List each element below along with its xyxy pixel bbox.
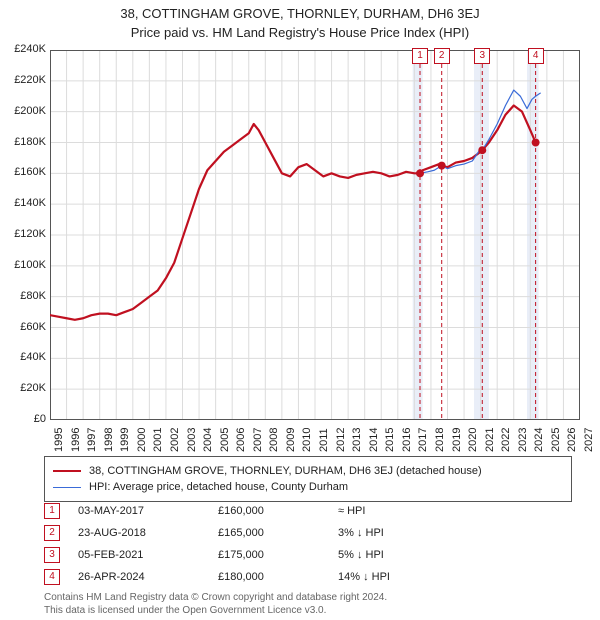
transaction-delta: ≈ HPI xyxy=(338,505,468,517)
transaction-price: £180,000 xyxy=(218,571,338,583)
chart-marker-badge: 3 xyxy=(474,48,490,64)
x-tick-label: 2014 xyxy=(368,428,380,452)
y-tick-label: £220K xyxy=(0,74,46,86)
x-tick-label: 2013 xyxy=(351,428,363,452)
legend-row: 38, COTTINGHAM GROVE, THORNLEY, DURHAM, … xyxy=(53,463,563,479)
transaction-badge: 4 xyxy=(44,569,60,585)
x-tick-label: 2015 xyxy=(384,428,396,452)
transaction-price: £165,000 xyxy=(218,527,338,539)
legend-box: 38, COTTINGHAM GROVE, THORNLEY, DURHAM, … xyxy=(44,456,572,502)
x-tick-label: 1998 xyxy=(103,428,115,452)
x-tick-label: 2004 xyxy=(202,428,214,452)
y-tick-label: £60K xyxy=(0,321,46,333)
x-tick-label: 2012 xyxy=(335,428,347,452)
title-line-2: Price paid vs. HM Land Registry's House … xyxy=(0,21,600,42)
x-tick-label: 2021 xyxy=(484,428,496,452)
y-tick-label: £200K xyxy=(0,105,46,117)
legend-row: HPI: Average price, detached house, Coun… xyxy=(53,479,563,495)
transaction-date: 23-AUG-2018 xyxy=(78,527,218,539)
x-tick-label: 2000 xyxy=(136,428,148,452)
transaction-badge: 1 xyxy=(44,503,60,519)
x-tick-label: 2002 xyxy=(169,428,181,452)
x-tick-label: 2006 xyxy=(235,428,247,452)
y-tick-label: £40K xyxy=(0,351,46,363)
transaction-badge: 3 xyxy=(44,547,60,563)
x-tick-label: 2005 xyxy=(219,428,231,452)
y-tick-label: £80K xyxy=(0,290,46,302)
x-tick-label: 2016 xyxy=(401,428,413,452)
x-tick-label: 2027 xyxy=(583,428,595,452)
x-tick-label: 2025 xyxy=(550,428,562,452)
chart-marker-badge: 4 xyxy=(528,48,544,64)
x-tick-label: 1995 xyxy=(53,428,65,452)
transaction-delta: 14% ↓ HPI xyxy=(338,571,468,583)
legend-swatch xyxy=(53,487,81,488)
legend-swatch xyxy=(53,470,81,472)
title-line-1: 38, COTTINGHAM GROVE, THORNLEY, DURHAM, … xyxy=(0,0,600,21)
transaction-price: £175,000 xyxy=(218,549,338,561)
y-tick-label: £120K xyxy=(0,228,46,240)
transaction-row: 3 05-FEB-2021£175,0005% ↓ HPI xyxy=(44,544,572,566)
transaction-row: 1 03-MAY-2017£160,000≈ HPI xyxy=(44,500,572,522)
x-tick-label: 2022 xyxy=(500,428,512,452)
transaction-badge: 2 xyxy=(44,525,60,541)
x-tick-label: 2008 xyxy=(268,428,280,452)
transactions-table: 1 03-MAY-2017£160,000≈ HPI 2 23-AUG-2018£16… xyxy=(44,500,572,588)
x-tick-label: 1996 xyxy=(70,428,82,452)
transaction-date: 05-FEB-2021 xyxy=(78,549,218,561)
transaction-price: £160,000 xyxy=(218,505,338,517)
price-chart: £0£20K£40K£60K£80K£100K£120K£140K£160K£1… xyxy=(50,50,580,420)
transaction-date: 26-APR-2024 xyxy=(78,571,218,583)
footer-line-2: This data is licensed under the Open Gov… xyxy=(44,605,387,618)
transaction-row: 2 23-AUG-2018£165,0003% ↓ HPI xyxy=(44,522,572,544)
x-tick-label: 2024 xyxy=(533,428,545,452)
y-tick-label: £160K xyxy=(0,166,46,178)
x-tick-label: 2026 xyxy=(566,428,578,452)
footer-attribution: Contains HM Land Registry data © Crown c… xyxy=(44,592,387,617)
x-tick-label: 2007 xyxy=(252,428,264,452)
x-tick-label: 2023 xyxy=(517,428,529,452)
chart-marker-badge: 1 xyxy=(412,48,428,64)
x-tick-label: 2003 xyxy=(186,428,198,452)
transaction-delta: 5% ↓ HPI xyxy=(338,549,468,561)
chart-svg xyxy=(50,50,580,420)
x-tick-label: 2011 xyxy=(318,428,330,452)
x-tick-label: 2019 xyxy=(451,428,463,452)
x-tick-label: 2017 xyxy=(417,428,429,452)
transaction-date: 03-MAY-2017 xyxy=(78,505,218,517)
x-tick-label: 2009 xyxy=(285,428,297,452)
y-tick-label: £180K xyxy=(0,136,46,148)
y-tick-label: £0 xyxy=(0,413,46,425)
chart-marker-badge: 2 xyxy=(434,48,450,64)
transaction-row: 4 26-APR-2024£180,00014% ↓ HPI xyxy=(44,566,572,588)
legend-label: HPI: Average price, detached house, Coun… xyxy=(89,481,348,493)
y-tick-label: £240K xyxy=(0,43,46,55)
y-tick-label: £20K xyxy=(0,382,46,394)
x-tick-label: 2010 xyxy=(301,428,313,452)
y-tick-label: £100K xyxy=(0,259,46,271)
x-tick-label: 1997 xyxy=(86,428,98,452)
legend-label: 38, COTTINGHAM GROVE, THORNLEY, DURHAM, … xyxy=(89,465,482,477)
x-tick-label: 2001 xyxy=(152,428,164,452)
page-root: 38, COTTINGHAM GROVE, THORNLEY, DURHAM, … xyxy=(0,0,600,620)
x-tick-label: 2020 xyxy=(467,428,479,452)
x-tick-label: 1999 xyxy=(119,428,131,452)
transaction-delta: 3% ↓ HPI xyxy=(338,527,468,539)
footer-line-1: Contains HM Land Registry data © Crown c… xyxy=(44,592,387,605)
x-tick-label: 2018 xyxy=(434,428,446,452)
y-tick-label: £140K xyxy=(0,197,46,209)
